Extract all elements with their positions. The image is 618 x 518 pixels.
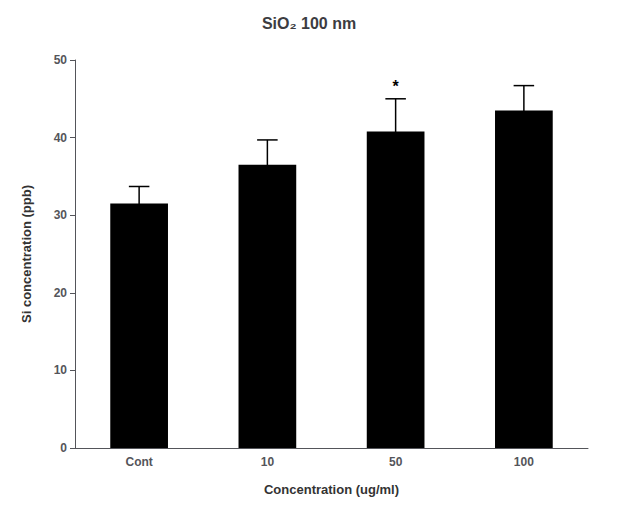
svg-text:Si concentration (ppb): Si concentration (ppb) [19,185,34,323]
svg-text:10: 10 [261,455,275,469]
svg-text:0: 0 [60,441,67,455]
svg-text:Cont: Cont [125,455,152,469]
svg-text:40: 40 [54,131,68,145]
svg-text:SiO₂ 100 nm: SiO₂ 100 nm [262,15,356,32]
svg-text:50: 50 [54,53,68,67]
svg-text:*: * [393,78,400,95]
svg-text:100: 100 [514,455,534,469]
svg-text:Concentration (ug/ml): Concentration (ug/ml) [264,482,399,497]
svg-text:50: 50 [389,455,403,469]
svg-text:30: 30 [54,208,68,222]
svg-text:20: 20 [54,286,68,300]
svg-text:10: 10 [54,363,68,377]
